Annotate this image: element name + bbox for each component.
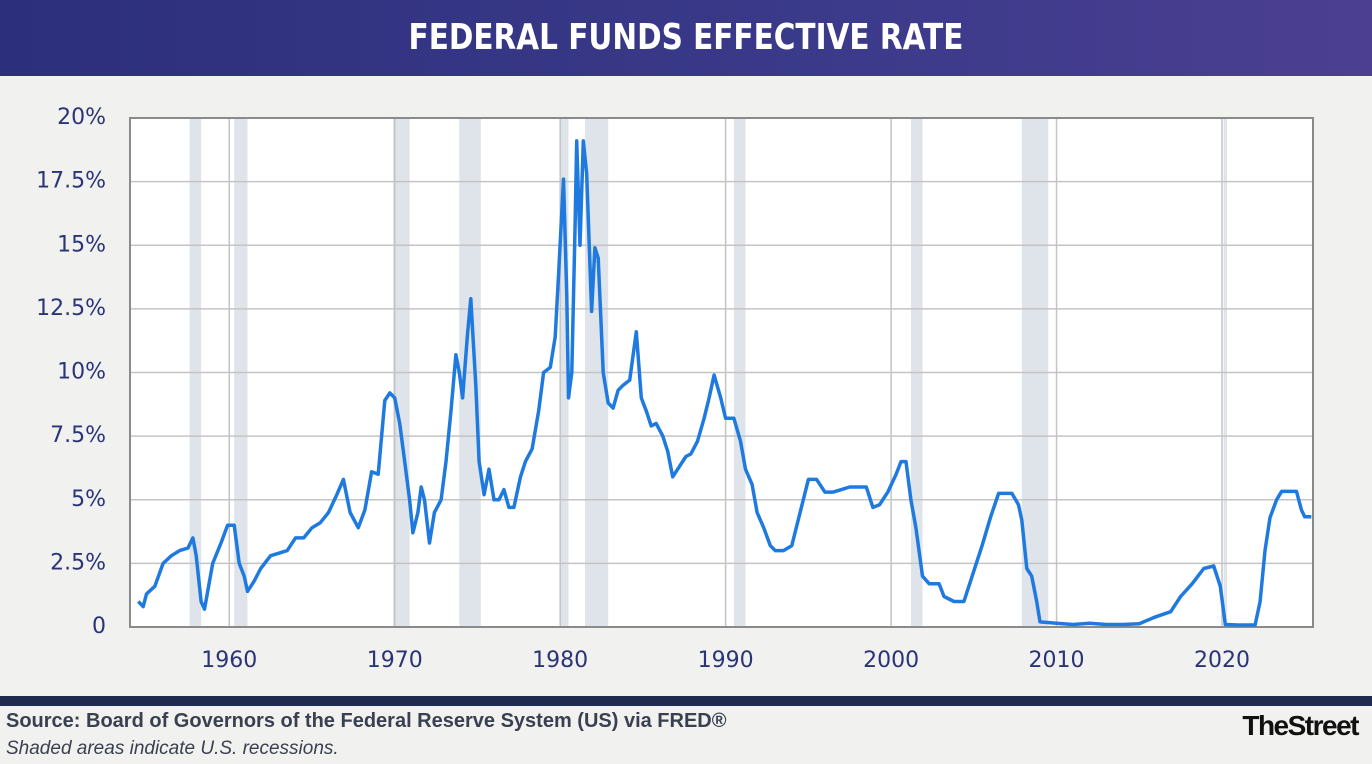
header: FEDERAL FUNDS EFFECTIVE RATE — [0, 0, 1372, 76]
x-tick-label: 1960 — [201, 648, 257, 673]
footer-bar — [0, 696, 1372, 706]
rate-line — [137, 139, 1312, 627]
brand-logo: TheStreet — [1242, 710, 1359, 741]
y-tick-label: 2.5% — [50, 550, 106, 575]
x-tick-label: 2000 — [863, 648, 919, 673]
recession-note: Shaded areas indicate U.S. recessions. — [6, 738, 339, 759]
y-tick-label: 20% — [57, 105, 106, 130]
y-tick-label: 7.5% — [50, 423, 106, 448]
chart-title: FEDERAL FUNDS EFFECTIVE RATE — [408, 17, 964, 58]
x-tick-label: 1980 — [532, 648, 588, 673]
source-note: Source: Board of Governors of the Federa… — [6, 710, 727, 732]
x-tick-label: 1990 — [698, 648, 754, 673]
y-tick-label: 5% — [71, 487, 106, 512]
x-tick-label: 2020 — [1194, 648, 1250, 673]
x-tick-label: 2010 — [1029, 648, 1085, 673]
y-tick-label: 0 — [92, 614, 106, 639]
plot-border — [129, 117, 1314, 628]
y-tick-label: 12.5% — [36, 296, 106, 321]
y-tick-label: 10% — [57, 360, 106, 385]
y-tick-label: 15% — [57, 232, 106, 257]
x-tick-label: 1970 — [367, 648, 423, 673]
chart: 0 2.5% 5% 7.5% 10% 12.5% 15% 17.5% 20% 1960 1970 19… — [36, 105, 1314, 673]
y-tick-label: 17.5% — [36, 169, 106, 194]
